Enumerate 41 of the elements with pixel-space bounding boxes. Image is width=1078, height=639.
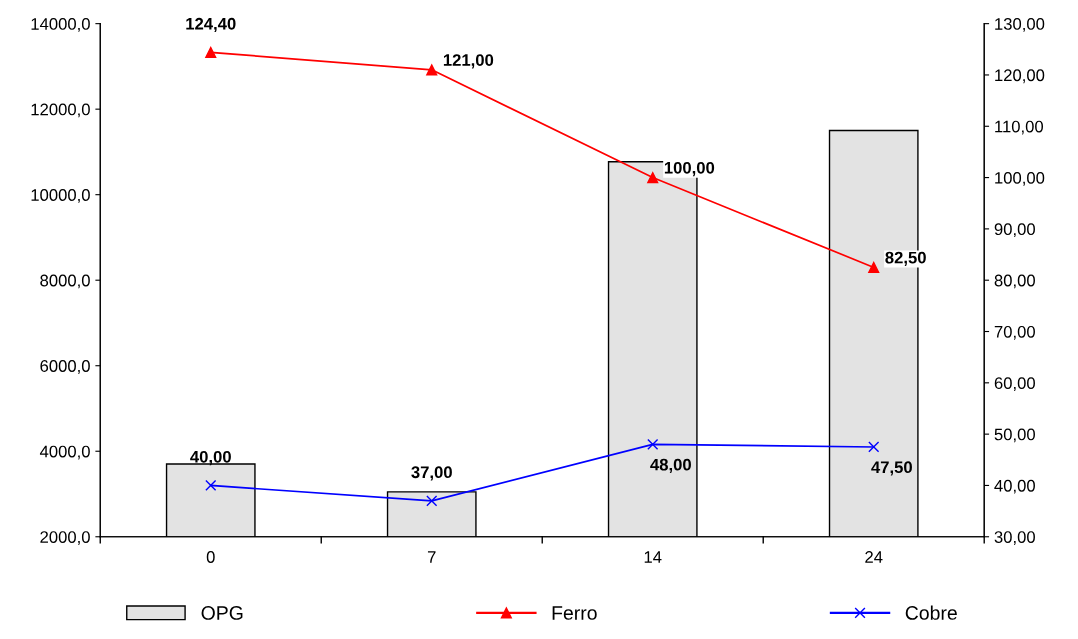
y-tick-label: 6000,0 bbox=[40, 360, 90, 374]
y2-tick-label: 60,00 bbox=[994, 377, 1035, 391]
data-label: 121,00 bbox=[443, 54, 494, 69]
y2-tick-label: 70,00 bbox=[994, 325, 1035, 340]
y2-tick-label: 100,00 bbox=[995, 171, 1045, 186]
point bbox=[868, 441, 880, 453]
y2-tick-label: 30,00 bbox=[994, 531, 1035, 545]
x-tick-label: 7 bbox=[427, 551, 436, 563]
data-label: 100,00 bbox=[664, 161, 715, 177]
legend-label: OPG bbox=[201, 606, 243, 620]
x-tick-label: 14 bbox=[644, 551, 662, 563]
point bbox=[426, 495, 438, 507]
x-tick-label: 0 bbox=[206, 551, 215, 563]
y-tick-label: 4000,0 bbox=[39, 445, 90, 460]
data-label: 40,00 bbox=[190, 450, 231, 466]
y-tick-label: 14000,0 bbox=[31, 18, 90, 32]
y2-tick-label: 120,00 bbox=[995, 69, 1045, 84]
data-label: 37,00 bbox=[411, 466, 452, 481]
y2-tick-label: 110,00 bbox=[995, 120, 1044, 135]
point bbox=[205, 479, 217, 492]
y2-tick-label: 40,00 bbox=[994, 479, 1035, 494]
legend-label: Cobre bbox=[905, 605, 957, 620]
point bbox=[647, 172, 659, 184]
legend-label: Ferro bbox=[552, 606, 597, 620]
y2-tick-label: 130,00 bbox=[995, 18, 1045, 32]
data-label: 82,50 bbox=[885, 251, 926, 266]
point bbox=[205, 46, 217, 58]
y2-tick-label: 50,00 bbox=[994, 428, 1035, 443]
y-tick-label: 2000,0 bbox=[40, 531, 90, 545]
point bbox=[647, 438, 659, 450]
y-tick-label: 8000,0 bbox=[40, 274, 90, 289]
data-label: 48,00 bbox=[650, 458, 691, 473]
y-tick-label: 10000,0 bbox=[31, 189, 90, 203]
y2-tick-label: 90,00 bbox=[994, 223, 1035, 238]
point bbox=[868, 261, 880, 273]
y-tick-label: 12000,0 bbox=[31, 103, 90, 118]
y2-tick-label: 80,00 bbox=[994, 274, 1035, 289]
point bbox=[426, 64, 438, 76]
data-label: 47,50 bbox=[871, 461, 912, 476]
data-label: 124,40 bbox=[186, 17, 236, 33]
x-tick-label: 24 bbox=[865, 551, 883, 563]
